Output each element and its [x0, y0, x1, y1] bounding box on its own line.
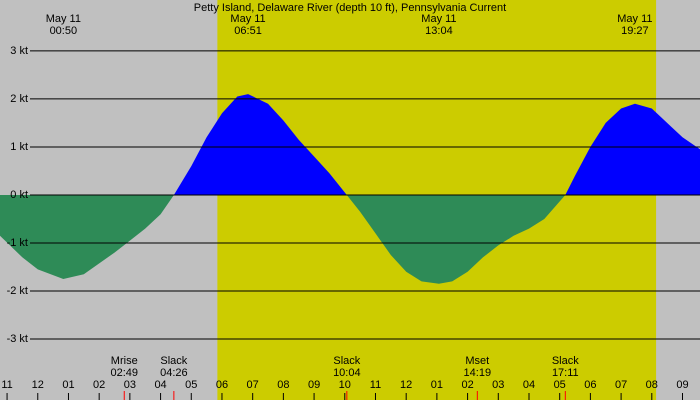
- peak-time: 19:27: [621, 25, 649, 37]
- x-tick-label: 09: [676, 379, 688, 391]
- event-name: Mrise: [111, 355, 138, 367]
- y-tick-label: 2 kt: [10, 93, 28, 105]
- peak-date: May 11: [617, 13, 652, 25]
- y-tick-label: -3 kt: [7, 333, 28, 345]
- y-tick-label: -1 kt: [7, 237, 28, 249]
- x-tick-label: 11: [1, 379, 12, 391]
- chart-title: Petty Island, Delaware River (depth 10 f…: [194, 2, 506, 14]
- x-tick-label: 08: [277, 379, 289, 391]
- x-tick-label: 05: [554, 379, 566, 391]
- x-tick-label: 10: [339, 379, 351, 391]
- x-tick-label: 12: [400, 379, 412, 391]
- x-tick-label: 01: [62, 379, 74, 391]
- x-tick-label: 03: [492, 379, 504, 391]
- x-tick-label: 05: [185, 379, 197, 391]
- ebb-area: [0, 194, 700, 284]
- y-tick-label: 0 kt: [10, 189, 28, 201]
- peak-time: 13:04: [425, 25, 453, 37]
- x-tick-label: 04: [523, 379, 535, 391]
- x-tick-label: 12: [32, 379, 44, 391]
- layer: 3 kt 2 kt 1 kt 0 kt -1 kt -2 kt -3 kt 11 12 01 02 0…: [1, 13, 700, 400]
- y-tick-label: 3 kt: [10, 45, 28, 57]
- x-tick-label: 11: [370, 379, 381, 391]
- peak-date: May 11: [46, 13, 81, 25]
- x-tick-label: 04: [154, 379, 166, 391]
- event-name: Mset: [465, 355, 489, 367]
- x-tick-label: 03: [124, 379, 136, 391]
- x-tick-label: 08: [646, 379, 658, 391]
- x-tick-label: 01: [431, 379, 443, 391]
- x-tick-label: 06: [216, 379, 228, 391]
- event-time: 04:26: [160, 367, 188, 379]
- peak-date: May 11: [421, 13, 456, 25]
- x-tick-label: 07: [615, 379, 627, 391]
- event-time: 17:11: [552, 367, 579, 379]
- x-tick-label: 09: [308, 379, 320, 391]
- event-name: Slack: [552, 355, 579, 367]
- event-time: 10:04: [333, 367, 361, 379]
- x-tick-label: 06: [584, 379, 596, 391]
- y-tick-label: 1 kt: [10, 141, 28, 153]
- x-tick-label: 07: [247, 379, 259, 391]
- layer: [0, 94, 700, 284]
- y-tick-label: -2 kt: [7, 285, 28, 297]
- x-tick-label: 02: [93, 379, 105, 391]
- event-time: 14:19: [464, 367, 492, 379]
- event-time: 02:49: [110, 367, 138, 379]
- x-tick-label: 02: [461, 379, 473, 391]
- event-name: Slack: [333, 355, 360, 367]
- flood-area: [173, 94, 700, 195]
- event-name: Slack: [160, 355, 187, 367]
- peak-time: 06:51: [234, 25, 262, 37]
- peak-date: May 11: [230, 13, 265, 25]
- peak-time: 00:50: [50, 25, 78, 37]
